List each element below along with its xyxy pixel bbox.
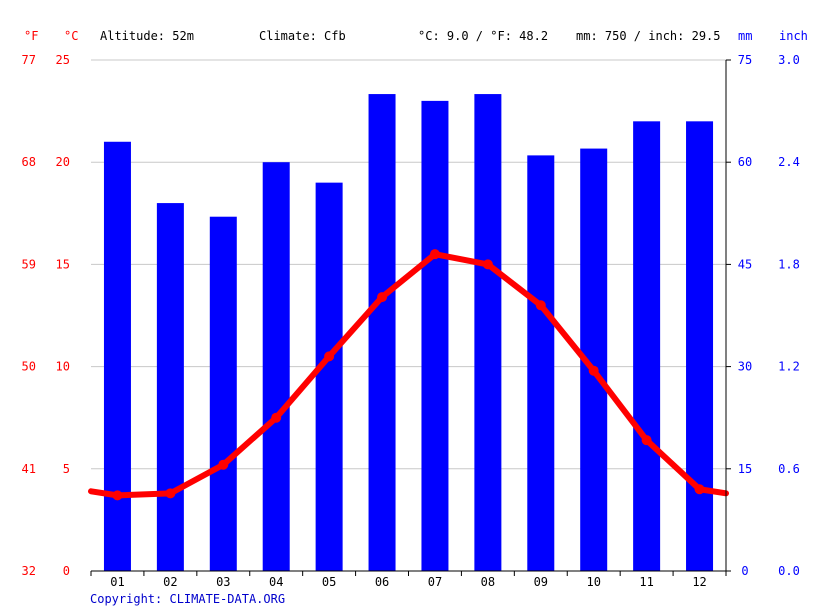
fahrenheit-tick-label: 77 <box>22 53 36 67</box>
temperature-point <box>588 365 599 376</box>
inch-tick-label: 2.4 <box>778 155 800 169</box>
precipitation-bar <box>686 121 714 571</box>
month-tick-label: 11 <box>639 575 653 589</box>
month-tick-label: 09 <box>534 575 548 589</box>
temperature-series-line <box>88 251 729 499</box>
celsius-tick-label: 20 <box>56 155 70 169</box>
precipitation-bar <box>527 155 555 572</box>
temperature-point <box>694 484 705 495</box>
mm-tick-label: 30 <box>738 360 752 374</box>
mm-tick-label: 60 <box>738 155 752 169</box>
celsius-tick-label: 0 <box>63 564 70 578</box>
copyright-text: Copyright: CLIMATE-DATA.ORG <box>90 592 285 606</box>
month-tick-label: 07 <box>428 575 442 589</box>
temperature-point <box>324 351 335 362</box>
precipitation-bar <box>368 94 396 572</box>
mm-tick-label: 0 <box>741 564 748 578</box>
chart-axes <box>90 59 731 576</box>
precipitation-bar <box>156 203 184 571</box>
temperature-point <box>218 459 229 470</box>
celsius-tick-label: 10 <box>56 360 70 374</box>
total-precipitation-label: mm: 750 / inch: 29.5 <box>576 29 721 43</box>
inch-tick-label: 1.2 <box>778 360 800 374</box>
fahrenheit-tick-label: 50 <box>22 360 36 374</box>
month-tick-label: 12 <box>692 575 706 589</box>
tick-labels: 32 0 0 0.0 41 5 15 0.6 50 10 30 1.2 59 15 45 1.8 68 20 60 2… <box>22 53 800 589</box>
precipitation-bar <box>474 94 502 572</box>
precipitation-bar <box>262 162 290 571</box>
temperature-point <box>641 435 652 446</box>
temperature-point <box>112 490 123 501</box>
gridlines <box>91 59 726 470</box>
inch-tick-label: 3.0 <box>778 53 800 67</box>
fahrenheit-tick-label: 41 <box>22 462 36 476</box>
precipitation-bars <box>103 94 714 572</box>
inch-unit-label: inch <box>779 29 808 43</box>
inch-tick-label: 0.0 <box>778 564 800 578</box>
mm-tick-label: 75 <box>738 53 752 67</box>
altitude-label: Altitude: 52m <box>100 29 194 43</box>
month-tick-label: 01 <box>110 575 124 589</box>
mm-unit-label: mm <box>738 29 752 43</box>
celsius-tick-label: 25 <box>56 53 70 67</box>
month-tick-label: 06 <box>375 575 389 589</box>
temperature-point <box>535 300 546 311</box>
fahrenheit-tick-label: 59 <box>22 257 36 271</box>
precipitation-bar <box>103 141 131 571</box>
month-tick-label: 04 <box>269 575 283 589</box>
temperature-point <box>482 259 493 270</box>
precipitation-bar <box>209 216 237 571</box>
climate-label: Climate: Cfb <box>259 29 346 43</box>
temperature-point <box>271 412 282 423</box>
precipitation-bar <box>633 121 661 571</box>
temperature-point <box>429 249 440 260</box>
month-tick-label: 05 <box>322 575 336 589</box>
mm-tick-label: 15 <box>738 462 752 476</box>
celsius-tick-label: 5 <box>63 462 70 476</box>
month-tick-label: 03 <box>216 575 230 589</box>
inch-tick-label: 1.8 <box>778 257 800 271</box>
precipitation-bar <box>421 100 449 571</box>
fahrenheit-tick-label: 32 <box>22 564 36 578</box>
temperature-point <box>377 292 388 303</box>
celsius-unit-label: °C <box>64 29 78 43</box>
temperature-point <box>165 488 176 499</box>
temperature-line <box>88 249 729 501</box>
month-tick-label: 08 <box>481 575 495 589</box>
inch-tick-label: 0.6 <box>778 462 800 476</box>
precipitation-bar <box>315 182 343 571</box>
celsius-tick-label: 15 <box>56 257 70 271</box>
month-tick-label: 10 <box>586 575 600 589</box>
month-tick-label: 02 <box>163 575 177 589</box>
fahrenheit-unit-label: °F <box>24 29 38 43</box>
fahrenheit-tick-label: 68 <box>22 155 36 169</box>
average-temperature-label: °C: 9.0 / °F: 48.2 <box>418 29 548 43</box>
mm-tick-label: 45 <box>738 257 752 271</box>
